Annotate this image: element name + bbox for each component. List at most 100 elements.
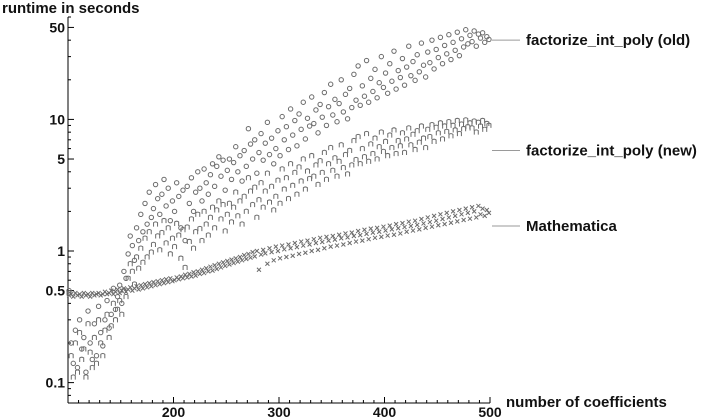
data-point-n — [186, 238, 192, 245]
series-n-points — [66, 117, 492, 380]
data-point-n — [317, 158, 323, 164]
data-point-circle — [452, 47, 458, 54]
data-point-cross — [309, 248, 315, 254]
data-point-circle — [144, 221, 150, 227]
data-point-n — [429, 122, 435, 128]
data-point-circle — [239, 178, 245, 184]
data-point-cross — [298, 239, 304, 244]
data-point-cross — [269, 249, 274, 255]
data-point-circle — [359, 83, 366, 89]
data-point-cross — [231, 260, 236, 266]
data-point-circle — [83, 369, 89, 375]
data-point-cross — [347, 240, 353, 246]
data-point-n — [275, 177, 281, 183]
data-point-cross — [376, 229, 382, 235]
data-point-circle — [363, 57, 370, 64]
data-point-cross — [134, 283, 139, 289]
data-point-cross — [389, 227, 395, 232]
data-point-circle — [395, 67, 401, 74]
data-point-cross — [372, 235, 378, 241]
data-point-cross — [197, 271, 203, 277]
data-point-n — [235, 213, 241, 219]
data-point-n — [340, 164, 346, 171]
data-point-circle — [169, 198, 176, 204]
data-point-n — [471, 118, 477, 124]
data-point-circle — [95, 303, 102, 310]
data-point-n — [482, 126, 488, 132]
data-point-circle — [243, 163, 249, 170]
data-point-n — [380, 148, 386, 155]
data-point-circle — [298, 126, 304, 133]
data-point-n — [393, 150, 399, 157]
data-point-cross — [431, 213, 437, 219]
data-point-n — [134, 254, 140, 260]
data-point-n — [326, 161, 332, 167]
data-point-n — [81, 346, 87, 352]
data-point-cross — [284, 254, 289, 260]
data-point-n — [385, 152, 391, 159]
data-point-cross — [271, 257, 277, 263]
data-point-cross — [425, 215, 431, 220]
series-labels: factorize_int_poly (old) factorize_int_po… — [492, 32, 697, 235]
data-point-n — [446, 118, 452, 125]
data-point-circle — [218, 173, 224, 179]
data-point-circle — [138, 211, 144, 218]
data-point-circle — [237, 152, 243, 159]
data-point-circle — [186, 200, 193, 207]
data-point-n — [397, 143, 403, 149]
data-point-cross — [427, 219, 433, 225]
data-point-cross — [292, 240, 298, 246]
data-point-cross — [281, 246, 287, 252]
data-point-cross — [246, 251, 251, 257]
data-point-n — [178, 255, 184, 261]
data-point-n — [254, 214, 260, 220]
data-point-n — [167, 251, 173, 257]
data-point-n — [153, 221, 159, 227]
data-point-cross — [326, 238, 331, 243]
data-point-n — [355, 133, 361, 140]
data-point-n — [395, 137, 401, 144]
data-point-cross — [256, 267, 262, 273]
data-point-cross — [486, 210, 492, 216]
data-point-circle — [406, 43, 412, 49]
data-point-n — [144, 254, 150, 260]
data-point-n — [328, 144, 334, 151]
data-point-n — [357, 161, 363, 167]
data-point-n — [136, 265, 142, 271]
data-point-n — [408, 142, 414, 148]
data-point-circle — [448, 56, 454, 63]
data-point-n — [353, 156, 359, 163]
data-point-cross — [87, 294, 93, 300]
data-point-circle — [258, 130, 264, 137]
data-point-circle — [313, 107, 319, 113]
data-point-n — [406, 125, 412, 131]
data-point-circle — [389, 78, 395, 84]
data-point-circle — [353, 97, 359, 103]
data-point-cross — [362, 227, 367, 233]
series-x-points — [66, 203, 492, 300]
data-point-n — [79, 356, 85, 362]
data-point-circle — [465, 41, 471, 47]
data-point-circle — [241, 147, 247, 154]
data-point-n — [243, 208, 249, 214]
data-point-circle — [283, 124, 290, 130]
data-point-n — [205, 232, 211, 238]
data-point-cross — [461, 217, 466, 223]
data-point-cross — [341, 242, 346, 247]
data-point-cross — [349, 230, 355, 235]
data-point-n — [142, 235, 148, 241]
data-point-circle — [87, 340, 93, 346]
data-point-circle — [482, 39, 488, 46]
data-point-circle — [433, 46, 439, 53]
data-point-circle — [205, 191, 212, 197]
data-point-n — [93, 360, 99, 366]
data-point-circle — [201, 166, 207, 172]
data-point-circle — [378, 53, 385, 60]
data-point-circle — [129, 242, 136, 249]
data-point-cross — [345, 234, 350, 240]
data-point-circle — [161, 176, 167, 183]
data-point-n — [285, 195, 291, 202]
data-point-circle — [72, 327, 79, 333]
data-point-n — [431, 138, 437, 144]
data-point-n — [484, 120, 490, 127]
